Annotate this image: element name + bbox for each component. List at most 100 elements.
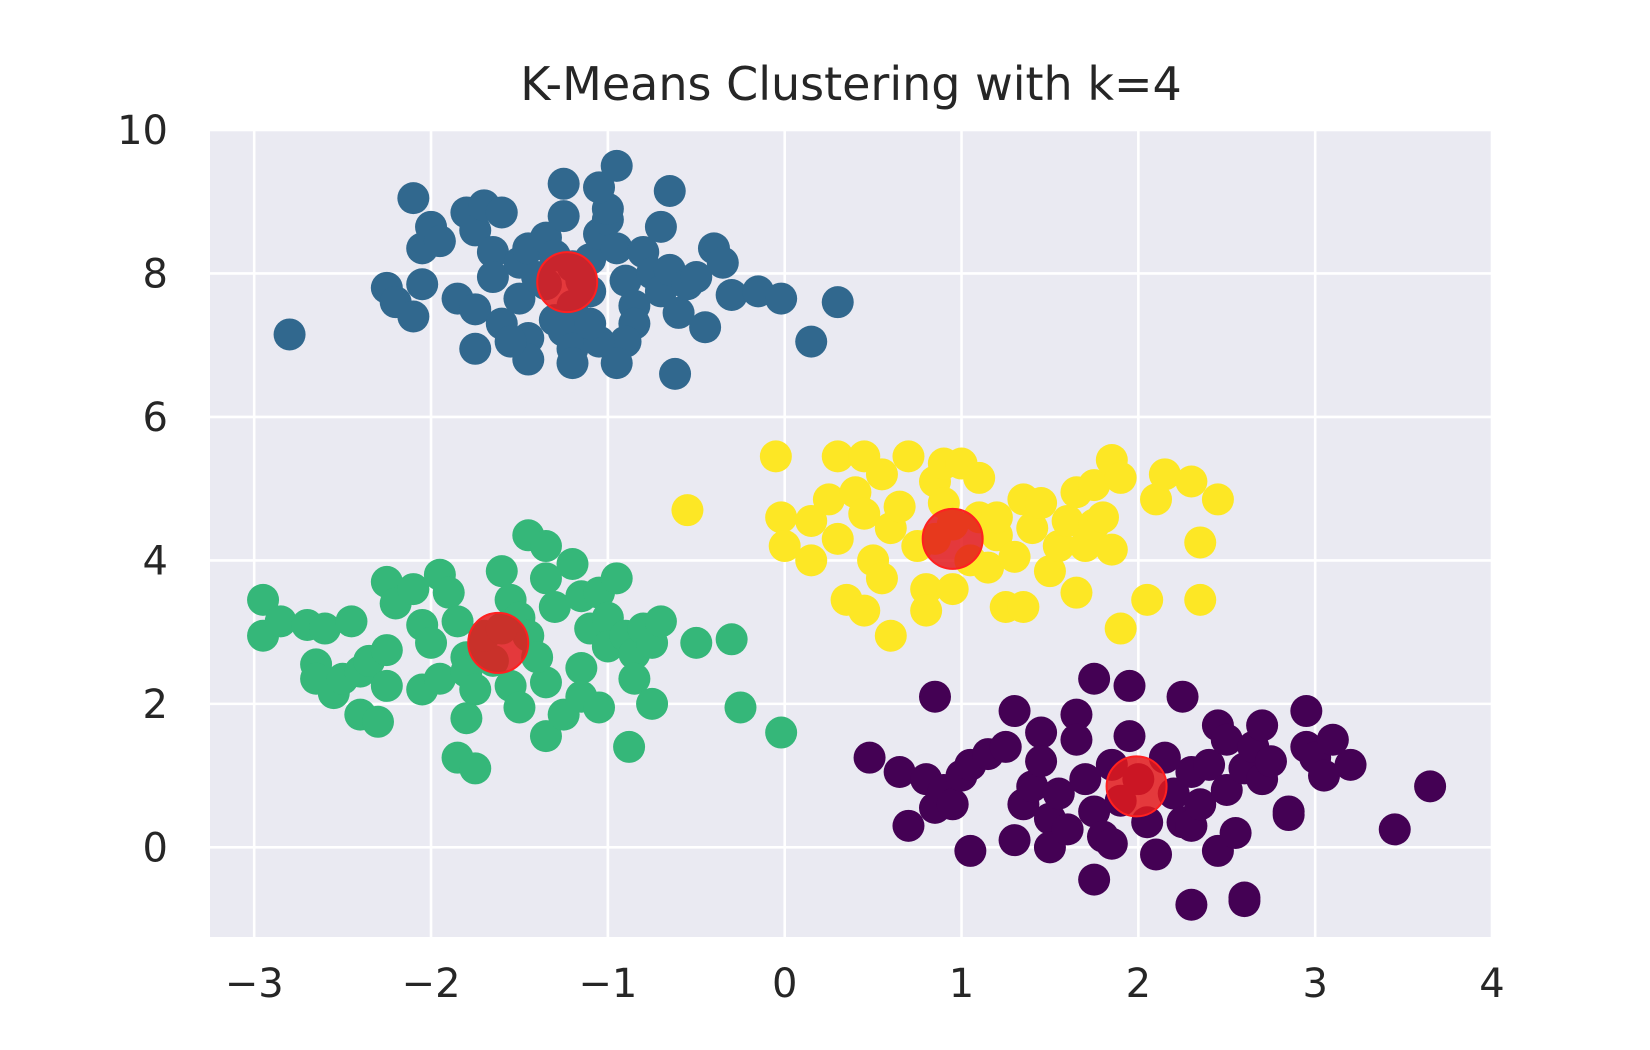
data-point-cluster-2 <box>529 562 562 595</box>
data-point-cluster-1 <box>485 196 518 229</box>
data-point-cluster-2 <box>565 652 598 684</box>
data-point-cluster-4 <box>1378 813 1411 846</box>
data-point-cluster-1 <box>556 347 589 380</box>
data-point-cluster-1 <box>653 174 686 207</box>
y-tick-label: 10 <box>117 108 168 154</box>
data-point-cluster-3 <box>874 619 907 652</box>
data-point-cluster-4 <box>1246 709 1279 742</box>
centroid-marker <box>921 507 984 570</box>
data-point-cluster-3 <box>1131 583 1164 616</box>
data-point-cluster-1 <box>273 318 306 351</box>
centroid-marker <box>536 251 599 314</box>
data-point-cluster-2 <box>556 547 589 580</box>
x-tick-label: −2 <box>402 961 461 1007</box>
data-point-cluster-2 <box>335 605 368 638</box>
data-point-cluster-3 <box>1095 533 1128 566</box>
data-point-cluster-3 <box>821 522 854 555</box>
data-point-cluster-3 <box>671 494 704 527</box>
data-point-cluster-4 <box>1060 698 1093 731</box>
data-point-cluster-1 <box>644 210 677 243</box>
data-point-cluster-2 <box>370 669 403 702</box>
data-point-cluster-1 <box>600 347 633 380</box>
data-point-cluster-4 <box>1140 838 1173 871</box>
data-point-cluster-2 <box>450 702 483 735</box>
data-point-cluster-4 <box>1078 795 1111 828</box>
data-point-cluster-3 <box>848 594 881 627</box>
data-point-cluster-3 <box>865 458 898 491</box>
data-point-cluster-1 <box>494 325 527 358</box>
data-point-cluster-2 <box>459 752 492 785</box>
data-point-cluster-4 <box>1175 888 1208 921</box>
data-point-cluster-3 <box>980 501 1013 534</box>
data-point-cluster-3 <box>998 540 1031 573</box>
data-point-cluster-4 <box>1025 745 1058 778</box>
data-point-cluster-1 <box>689 311 722 344</box>
data-point-cluster-2 <box>423 662 456 695</box>
chart-title: K-Means Clustering with k=4 <box>520 57 1182 111</box>
data-point-cluster-3 <box>1042 530 1075 563</box>
data-point-cluster-4 <box>1254 745 1287 778</box>
data-point-cluster-4 <box>1414 770 1447 803</box>
data-point-cluster-2 <box>485 555 518 588</box>
data-point-cluster-4 <box>1316 723 1349 756</box>
x-tick-label: 2 <box>1126 961 1151 1007</box>
data-point-cluster-2 <box>264 605 297 638</box>
y-axis-ticks: 0 2 4 6 8 10 <box>117 108 168 871</box>
data-point-cluster-2 <box>538 591 571 624</box>
data-point-cluster-2 <box>765 716 798 749</box>
centroid-marker <box>1105 755 1168 818</box>
x-axis-ticks: −3 −2 −1 0 1 2 3 4 <box>225 961 1505 1007</box>
data-point-cluster-1 <box>715 278 748 311</box>
data-point-cluster-1 <box>459 293 492 326</box>
data-point-cluster-2 <box>432 576 465 609</box>
data-point-cluster-2 <box>247 583 280 616</box>
data-point-cluster-4 <box>1272 795 1305 828</box>
data-point-cluster-1 <box>397 182 430 215</box>
data-point-cluster-4 <box>1025 716 1058 749</box>
data-point-cluster-3 <box>892 440 925 473</box>
data-point-cluster-1 <box>821 286 854 319</box>
y-tick-label: 8 <box>143 251 168 297</box>
data-point-cluster-2 <box>415 626 448 659</box>
data-point-cluster-3 <box>821 440 854 473</box>
data-point-cluster-1 <box>609 264 642 297</box>
data-point-cluster-4 <box>1078 863 1111 896</box>
data-point-cluster-3 <box>1184 526 1217 559</box>
y-tick-label: 6 <box>143 395 168 441</box>
data-point-cluster-3 <box>1025 487 1058 520</box>
y-tick-label: 4 <box>143 538 168 584</box>
y-tick-label: 2 <box>143 682 168 728</box>
data-point-cluster-1 <box>397 300 430 333</box>
data-point-cluster-3 <box>1033 555 1066 588</box>
data-point-cluster-1 <box>706 246 739 279</box>
data-point-cluster-2 <box>521 641 554 674</box>
data-point-cluster-3 <box>759 440 792 473</box>
data-point-cluster-3 <box>883 490 916 523</box>
data-point-cluster-3 <box>1086 501 1119 534</box>
data-point-cluster-4 <box>1016 770 1049 803</box>
data-point-cluster-3 <box>972 551 1005 584</box>
data-point-cluster-3 <box>1078 469 1111 502</box>
data-point-cluster-4 <box>1193 748 1226 781</box>
data-point-cluster-2 <box>459 673 492 706</box>
data-point-cluster-2 <box>715 623 748 656</box>
data-point-cluster-1 <box>680 261 713 294</box>
data-point-cluster-2 <box>529 720 562 753</box>
data-point-cluster-3 <box>1104 461 1137 494</box>
data-point-cluster-3 <box>765 501 798 534</box>
data-point-cluster-3 <box>795 544 828 577</box>
y-tick-label: 0 <box>143 825 168 871</box>
data-point-cluster-1 <box>459 332 492 365</box>
data-point-cluster-2 <box>503 691 536 724</box>
data-point-cluster-4 <box>954 834 987 867</box>
data-point-cluster-4 <box>918 680 951 713</box>
data-point-cluster-4 <box>1042 777 1075 810</box>
data-point-cluster-3 <box>1060 576 1093 609</box>
data-point-cluster-4 <box>989 730 1022 763</box>
data-point-cluster-4 <box>1069 763 1102 796</box>
data-point-cluster-1 <box>476 261 509 294</box>
data-point-cluster-4 <box>1113 720 1146 753</box>
data-point-cluster-4 <box>892 809 925 842</box>
data-point-cluster-1 <box>503 282 536 315</box>
